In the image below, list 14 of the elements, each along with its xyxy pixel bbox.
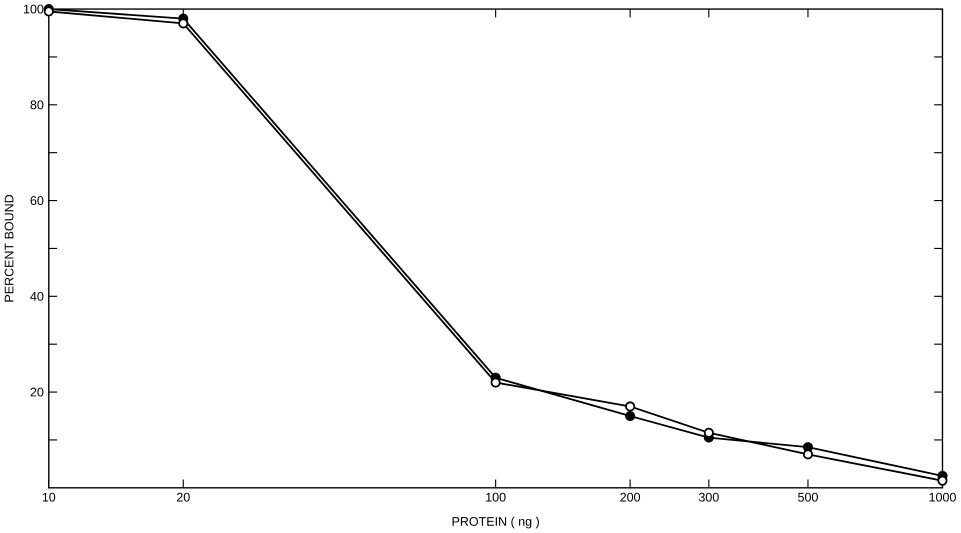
x-tick-label: 10	[42, 492, 56, 502]
y-tick-label: 60	[30, 196, 44, 206]
x-tick-label: 500	[798, 492, 818, 502]
y-axis-title: PERCENT BOUND	[4, 194, 14, 302]
y-tick-label: 100	[24, 4, 44, 14]
y-tick-label: 40	[30, 292, 44, 301]
y-tick-label: 80	[30, 100, 44, 110]
x-tick-label: 300	[698, 492, 719, 502]
x-axis-title: PROTEIN ( ng )	[452, 516, 539, 528]
x-tick-label: 1000	[930, 492, 956, 502]
x-tick-label: 20	[176, 492, 190, 502]
x-tick-label: 200	[620, 492, 640, 502]
y-tick-label: 20	[30, 388, 44, 397]
x-tick-label: 100	[486, 492, 506, 502]
